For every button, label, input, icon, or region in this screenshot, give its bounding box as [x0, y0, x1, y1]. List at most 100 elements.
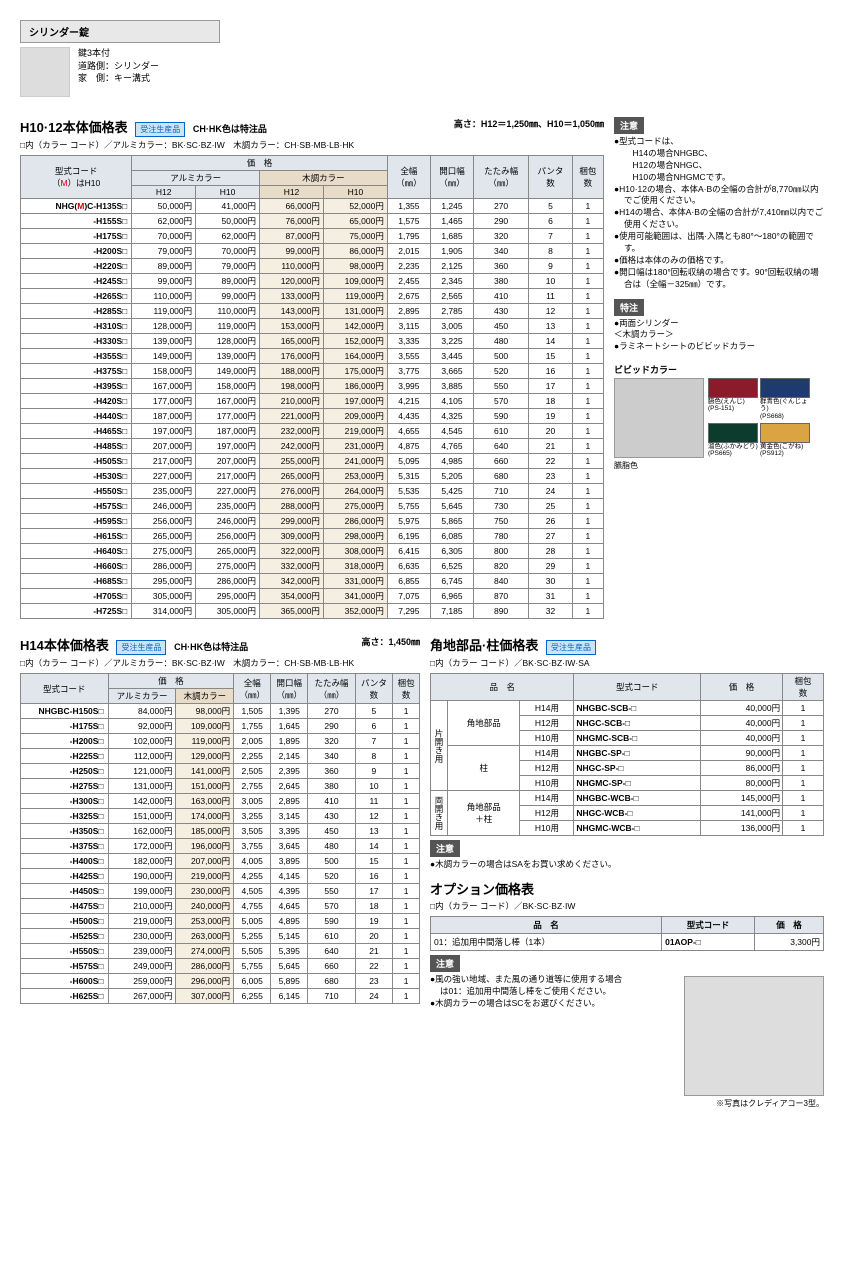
note-item: ●H14の場合、本体A·Bの全幅の合計が7,410㎜以内でご使用ください。 [614, 207, 824, 231]
color-swatch: 溜色(ふかみどり) (PS665) [708, 423, 758, 458]
table-row: -H375S□172,000円196,000円3,7553,645480141 [21, 839, 420, 854]
table-row: -H350S□162,000円185,000円3,5053,395450131 [21, 824, 420, 839]
color-codes: □内（カラー コード）／BK·SC·BZ·IW·SA [430, 657, 824, 669]
color-codes: □内（カラー コード）／アルミカラー：BK·SC·BZ·IW 木調カラー：CH·… [20, 139, 604, 151]
note-item: ●型式コードは、 H14の場合NHGBC、 H12の場合NHGC、 H10の場合… [614, 136, 824, 184]
note-item: ＜木調カラー＞ [614, 329, 824, 341]
table-row: -H485S□207,000円197,000円242,000円231,000円4… [21, 439, 604, 454]
table-row: -H420S□177,000円167,000円210,000円197,000円4… [21, 394, 604, 409]
table-row: -H725S□314,000円305,000円365,000円352,000円7… [21, 604, 604, 619]
photo-caption: ※写真はクレディアコー3型。 [430, 1098, 824, 1109]
attention-list: ●型式コードは、 H14の場合NHGBC、 H12の場合NHGC、 H10の場合… [614, 136, 824, 291]
table-row: -H625S□267,000円307,000円6,2556,145710241 [21, 989, 420, 1004]
feature-header: 特注 [614, 299, 644, 316]
table-row: -H200S□79,000円70,000円99,000円86,000円2,015… [21, 244, 604, 259]
table2-title: H14本体価格表 受注生産品 CH·HK色は特注品 高さ：1,450㎜ [20, 635, 420, 655]
lock-section: シリンダー錠 鍵3本付 道路側：シリンダー 家 側：キー溝式 [20, 20, 824, 97]
corner-section: 角地部品·柱価格表 受注生産品 □内（カラー コード）／BK·SC·BZ·IW·… [430, 635, 824, 871]
table-row: -H325S□151,000円174,000円3,2553,145430121 [21, 809, 420, 824]
table-row: -H245S□99,000円89,000円120,000円109,000円2,4… [21, 274, 604, 289]
table-row: -H450S□199,000円230,000円4,5054,395550171 [21, 884, 420, 899]
table-row: -H600S□259,000円296,000円6,0055,895680231 [21, 974, 420, 989]
lock-text: 鍵3本付 道路側：シリンダー 家 側：キー溝式 [78, 47, 159, 85]
table-row: -H615S□265,000円256,000円309,000円298,000円6… [21, 529, 604, 544]
option-notes: ●風の強い地域、また風の通り道等に使用する場合は01：追加用中間落し棒をご使用く… [430, 974, 630, 1010]
title-text: H10·12本体価格表 [20, 120, 128, 135]
table-row: -H225S□112,000円129,000円2,2552,14534081 [21, 749, 420, 764]
side-notes: 注意 ●型式コードは、 H14の場合NHGBC、 H12の場合NHGC、 H10… [614, 117, 824, 619]
th-price: 価 格 [754, 916, 823, 933]
vivid-image [614, 378, 704, 458]
table-row: -H640S□275,000円265,000円322,000円308,000円6… [21, 544, 604, 559]
table-row: -H505S□217,000円207,000円255,000円241,000円5… [21, 454, 604, 469]
options-title: オプション価格表 [430, 879, 824, 898]
table-row: -H155S□62,000円50,000円76,000円65,000円1,575… [21, 214, 604, 229]
lock-line: 鍵3本付 [78, 47, 159, 60]
resin-label: 臙脂色 [614, 460, 824, 471]
subtitle: CH·HK色は特注品 [193, 124, 267, 134]
option-image [684, 976, 824, 1096]
table-row: -H175S□70,000円62,000円87,000円75,000円1,795… [21, 229, 604, 244]
height-note: 高さ：H12＝1,250㎜、H10＝1,050㎜ [454, 117, 604, 130]
color-swatch: 群青色(ぐんじょう) (PS668) [760, 378, 810, 421]
table-row: -H310S□128,000円119,000円153,000円142,000円3… [21, 319, 604, 334]
table1-title: H10·12本体価格表 受注生産品 CH·HK色は特注品 高さ：H12＝1,25… [20, 117, 604, 137]
note-item: ●木調カラーの場合はSCをお選びください。 [430, 998, 630, 1010]
note-header: 注意 [430, 840, 460, 857]
table-row: -H550S□235,000円227,000円276,000円264,000円5… [21, 484, 604, 499]
color-codes: □内（カラー コード）／アルミカラー：BK·SC·BZ·IW 木調カラー：CH·… [20, 657, 420, 669]
table-row: -H575S□246,000円235,000円288,000円275,000円5… [21, 499, 604, 514]
table-row: -H500S□219,000円253,000円5,0054,895590191 [21, 914, 420, 929]
table-row: NHGBC-H150S□84,000円98,000円1,5051,3952705… [21, 704, 420, 719]
table-row: -H465S□197,000円187,000円232,000円219,000円4… [21, 424, 604, 439]
swatches: 臙色(えんじ) (PS-151)群青色(ぐんじょう) (PS668)溜色(ふかみ… [708, 378, 810, 458]
note-item: ●ラミネートシートのビビッドカラー [614, 341, 824, 353]
note-item: ●価格は本体のみの価格です。 [614, 255, 824, 267]
order-badge: 受注生産品 [546, 640, 596, 655]
table-row: -H525S□230,000円263,000円5,2555,145610201 [21, 929, 420, 944]
h14-price-table: 型式コード価 格全幅 （㎜）開口幅 （㎜）たたみ幅 （㎜）パンタ 数梱包 数アル… [20, 673, 420, 1004]
th-code: 型式コード [662, 916, 755, 933]
note-item: ●使用可能範囲は、出隅·入隅とも80°～180°の範囲です。 [614, 231, 824, 255]
note-item: ●木調カラーの場合はSAをお買い求めください。 [430, 859, 824, 871]
table-row: -H175S□92,000円109,000円1,7551,64529061 [21, 719, 420, 734]
options-section: オプション価格表 □内（カラー コード）／BK·SC·BZ·IW 品 名 型式コ… [430, 879, 824, 1109]
corner-price-table: 品 名型式コード価 格梱包 数片開き用角地部品H14用NHGBC-SCB-□40… [430, 673, 824, 836]
table-row: -H285S□119,000円110,000円143,000円131,000円2… [21, 304, 604, 319]
color-codes: □内（カラー コード）／BK·SC·BZ·IW [430, 900, 824, 912]
table-row: -H440S□187,000円177,000円221,000円209,000円4… [21, 409, 604, 424]
table-row: -H550S□239,000円274,000円5,5055,395640211 [21, 944, 420, 959]
order-badge: 受注生産品 [135, 122, 185, 137]
table-row: -H660S□286,000円275,000円332,000円318,000円6… [21, 559, 604, 574]
table-row: -H275S□131,000円151,000円2,7552,645380101 [21, 779, 420, 794]
table-row: -H685S□295,000円286,000円342,000円331,000円6… [21, 574, 604, 589]
subtitle: CH·HK色は特注品 [174, 642, 248, 652]
note-header: 注意 [430, 955, 460, 972]
table-row: -H395S□167,000円158,000円198,000円186,000円3… [21, 379, 604, 394]
color-swatch: 臙色(えんじ) (PS-151) [708, 378, 758, 421]
table-row: -H705S□305,000円295,000円354,000円341,000円7… [21, 589, 604, 604]
note-item: ●開口幅は180°回転収納の場合です。90°回転収納の場合は（全幅－325㎜）で… [614, 267, 824, 291]
note-item: ●両面シリンダー [614, 318, 824, 330]
h10-12-price-table: 型式コード （M）はH10価 格全幅 （㎜）開口幅 （㎜）たたみ幅 （㎜）パンタ… [20, 155, 604, 619]
note-item: ●風の強い地域、また風の通り道等に使用する場合は01：追加用中間落し棒をご使用く… [430, 974, 630, 998]
table-row: -H265S□110,000円99,000円133,000円119,000円2,… [21, 289, 604, 304]
table-row: 片開き用角地部品H14用NHGBC-SCB-□40,000円1 [431, 701, 824, 716]
lock-line: 家 側：キー溝式 [78, 72, 159, 85]
table-row: 柱H14用NHGBC-SP-□90,000円1 [431, 746, 824, 761]
table-row: -H355S□149,000円139,000円176,000円164,000円3… [21, 349, 604, 364]
feature-list: ●両面シリンダー＜木調カラー＞●ラミネートシートのビビッドカラー [614, 318, 824, 354]
table-row: -H375S□158,000円149,000円188,000円175,000円3… [21, 364, 604, 379]
table-row: -H475S□210,000円240,000円4,7554,645570181 [21, 899, 420, 914]
table-row: -H575S□249,000円286,000円5,7555,645660221 [21, 959, 420, 974]
table-row: -H300S□142,000円163,000円3,0052,895410111 [21, 794, 420, 809]
table-row: -H250S□121,000円141,000円2,5052,39536091 [21, 764, 420, 779]
lock-header: シリンダー錠 [20, 20, 220, 43]
th-name: 品 名 [431, 916, 662, 933]
table-row: -H220S□89,000円79,000円110,000円98,000円2,23… [21, 259, 604, 274]
vivid-section: ビビッドカラー 臙色(えんじ) (PS-151)群青色(ぐんじょう) (PS66… [614, 363, 824, 471]
lock-image [20, 47, 70, 97]
opt-name: 01：追加用中間落し棒（1本） [431, 933, 662, 950]
table-row: NHG(M)C-H135S□50,000円41,000円66,000円52,00… [21, 199, 604, 214]
table-row: -H400S□182,000円207,000円4,0053,895500151 [21, 854, 420, 869]
